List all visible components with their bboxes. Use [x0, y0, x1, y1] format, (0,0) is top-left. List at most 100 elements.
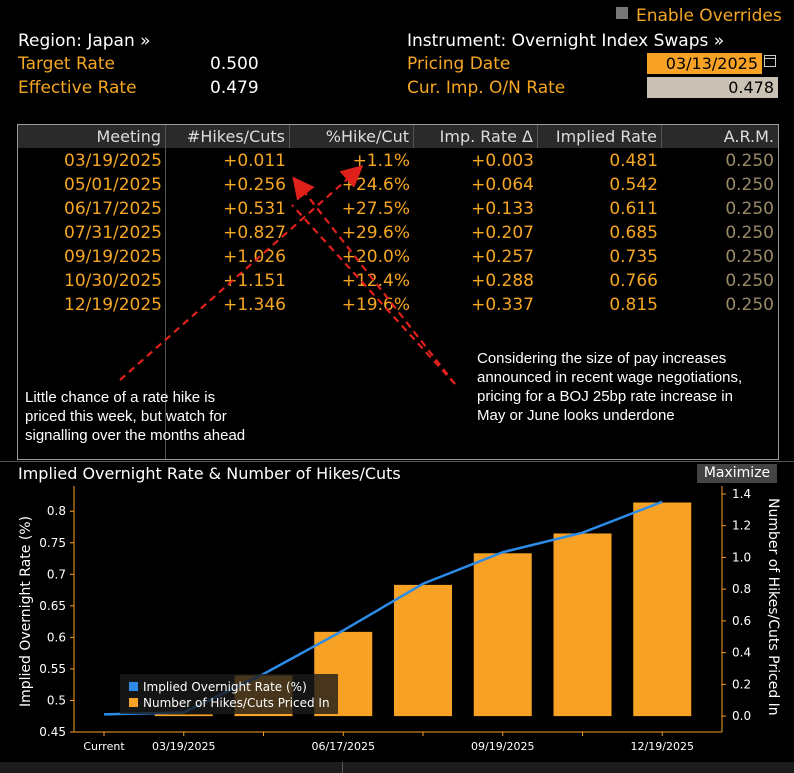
- legend-label-line: Implied Overnight Rate (%): [143, 680, 307, 694]
- cell-imp-rate-delta: +0.288: [471, 271, 534, 291]
- arrow-to-0501: [119, 165, 364, 381]
- cell-imp-rate-delta: +0.337: [471, 295, 534, 315]
- x-tick-label: Current: [83, 740, 125, 753]
- region-selector[interactable]: Region: Japan »: [18, 31, 151, 51]
- table-row[interactable]: 03/19/2025 +0.011 +1.1% +0.003 0.481 0.250: [18, 149, 778, 173]
- cell-arm: 0.250: [725, 271, 774, 291]
- calendar-icon[interactable]: [764, 55, 776, 67]
- cell-hikes: +0.827: [223, 223, 286, 243]
- table-row[interactable]: 09/19/2025 +1.026 +20.0% +0.257 0.735 0.250: [18, 245, 778, 269]
- cell-arm: 0.250: [725, 175, 774, 195]
- cell-meeting: 06/17/2025: [64, 199, 162, 219]
- bottom-divider: [342, 762, 343, 773]
- cell-implied-rate: 0.481: [609, 151, 658, 171]
- chart-ylabel-left: Implied Overnight Rate (%): [18, 515, 34, 707]
- enable-overrides-label[interactable]: Enable Overrides: [636, 6, 782, 26]
- annotation-right-line: pricing for a BOJ 25bp rate increase in: [477, 388, 733, 405]
- cell-hikes: +0.011: [223, 151, 286, 171]
- cell-arm: 0.250: [725, 223, 774, 243]
- cell-implied-rate: 0.542: [609, 175, 658, 195]
- x-tick-label: 03/19/2025: [152, 740, 215, 753]
- cell-implied-rate: 0.611: [609, 199, 658, 219]
- cell-meeting: 09/19/2025: [64, 247, 162, 267]
- x-tick-label: 12/19/2025: [631, 740, 694, 753]
- bar: [633, 502, 692, 717]
- cell-meeting: 10/30/2025: [64, 271, 162, 291]
- cell-arm: 0.250: [725, 295, 774, 315]
- pricing-date-input[interactable]: 03/13/2025: [647, 53, 762, 74]
- cur-imp-rate-label: Cur. Imp. O/N Rate: [407, 78, 566, 98]
- arrow-to-0617-b: [291, 204, 456, 385]
- x-tick-label: 09/19/2025: [471, 740, 534, 753]
- annotation-left-line: signalling over the months ahead: [25, 427, 246, 444]
- cell-imp-rate-delta: +0.003: [471, 151, 534, 171]
- cell-pct-hike: +20.0%: [341, 247, 410, 267]
- legend-swatch-line: [129, 682, 138, 691]
- cell-pct-hike: +29.6%: [341, 223, 410, 243]
- annotation-left-line: Little chance of a rate hike is: [25, 389, 216, 406]
- y-tick-label-left: 0.8: [47, 504, 66, 518]
- cell-imp-rate-delta: +0.257: [471, 247, 534, 267]
- annotation-right-line: announced in recent wage negotiations,: [477, 369, 743, 386]
- bar: [394, 584, 452, 717]
- col-header-implied-rate[interactable]: Implied Rate: [538, 125, 662, 148]
- effective-rate-label: Effective Rate: [18, 78, 137, 98]
- cell-hikes: +1.026: [223, 247, 286, 267]
- y-tick-label-right: 1.0: [732, 550, 751, 564]
- col-header-imp-rate-delta[interactable]: Imp. Rate Δ: [414, 125, 538, 148]
- y-tick-label-right: 0.4: [732, 646, 751, 660]
- legend-label-bar: Number of Hikes/Cuts Priced In: [143, 696, 330, 710]
- cell-implied-rate: 0.815: [609, 295, 658, 315]
- y-tick-label-left: 0.6: [47, 630, 66, 644]
- cell-pct-hike: +12.4%: [341, 271, 410, 291]
- cell-pct-hike: +19.6%: [341, 295, 410, 315]
- pricing-date-label: Pricing Date: [407, 54, 511, 74]
- bottom-status-bar: [0, 762, 794, 773]
- annotation-right: Considering the size of pay increases an…: [477, 349, 742, 425]
- legend-box: [120, 674, 338, 714]
- cell-imp-rate-delta: +0.064: [471, 175, 534, 195]
- maximize-button[interactable]: Maximize: [697, 464, 777, 483]
- cell-hikes: +0.256: [223, 175, 286, 195]
- cell-meeting: 12/19/2025: [64, 295, 162, 315]
- target-rate-label: Target Rate: [18, 54, 115, 74]
- arrow-to-0617-a: [292, 176, 456, 385]
- cell-meeting: 03/19/2025: [64, 151, 162, 171]
- col-header-pct-hike[interactable]: %Hike/Cut: [290, 125, 414, 148]
- y-tick-label-left: 0.5: [47, 693, 66, 707]
- y-tick-label-right: 0.2: [732, 677, 751, 691]
- annotation-right-line: May or June looks underdone: [477, 407, 675, 424]
- col-header-arm[interactable]: A.R.M.: [662, 125, 778, 148]
- chart-title: Implied Overnight Rate & Number of Hikes…: [18, 464, 401, 483]
- cell-pct-hike: +1.1%: [352, 151, 410, 171]
- effective-rate-value: 0.479: [210, 78, 259, 98]
- cell-hikes: +0.531: [223, 199, 286, 219]
- table-row[interactable]: 07/31/2025 +0.827 +29.6% +0.207 0.685 0.250: [18, 221, 778, 245]
- enable-overrides-checkbox[interactable]: [616, 7, 628, 19]
- cell-imp-rate-delta: +0.133: [471, 199, 534, 219]
- y-tick-label-left: 0.45: [39, 725, 66, 739]
- cell-hikes: +1.346: [223, 295, 286, 315]
- table-row[interactable]: 06/17/2025 +0.531 +27.5% +0.133 0.611 0.250: [18, 197, 778, 221]
- cell-implied-rate: 0.685: [609, 223, 658, 243]
- y-tick-label-left: 0.75: [39, 536, 66, 550]
- cell-meeting: 07/31/2025: [64, 223, 162, 243]
- y-tick-label-right: 0.0: [732, 709, 751, 723]
- cur-imp-rate-input[interactable]: 0.478: [647, 77, 778, 98]
- y-tick-label-right: 1.2: [732, 519, 751, 533]
- y-tick-label-left: 0.55: [39, 662, 66, 676]
- annotation-left-line: priced this week, but watch for: [25, 408, 227, 425]
- meetings-table: Meeting #Hikes/Cuts %Hike/Cut Imp. Rate …: [17, 124, 779, 460]
- y-tick-label-right: 0.8: [732, 582, 751, 596]
- legend-swatch-bar: [129, 698, 138, 707]
- col-header-hikes[interactable]: #Hikes/Cuts: [166, 125, 290, 148]
- col-header-meeting[interactable]: Meeting: [18, 125, 166, 148]
- target-rate-value: 0.500: [210, 54, 259, 74]
- instrument-selector[interactable]: Instrument: Overnight Index Swaps »: [407, 31, 725, 51]
- table-row[interactable]: 05/01/2025 +0.256 +24.6% +0.064 0.542 0.250: [18, 173, 778, 197]
- table-row[interactable]: 12/19/2025 +1.346 +19.6% +0.337 0.815 0.250: [18, 293, 778, 317]
- cell-meeting: 05/01/2025: [64, 175, 162, 195]
- y-tick-label-left: 0.65: [39, 599, 66, 613]
- cell-arm: 0.250: [725, 247, 774, 267]
